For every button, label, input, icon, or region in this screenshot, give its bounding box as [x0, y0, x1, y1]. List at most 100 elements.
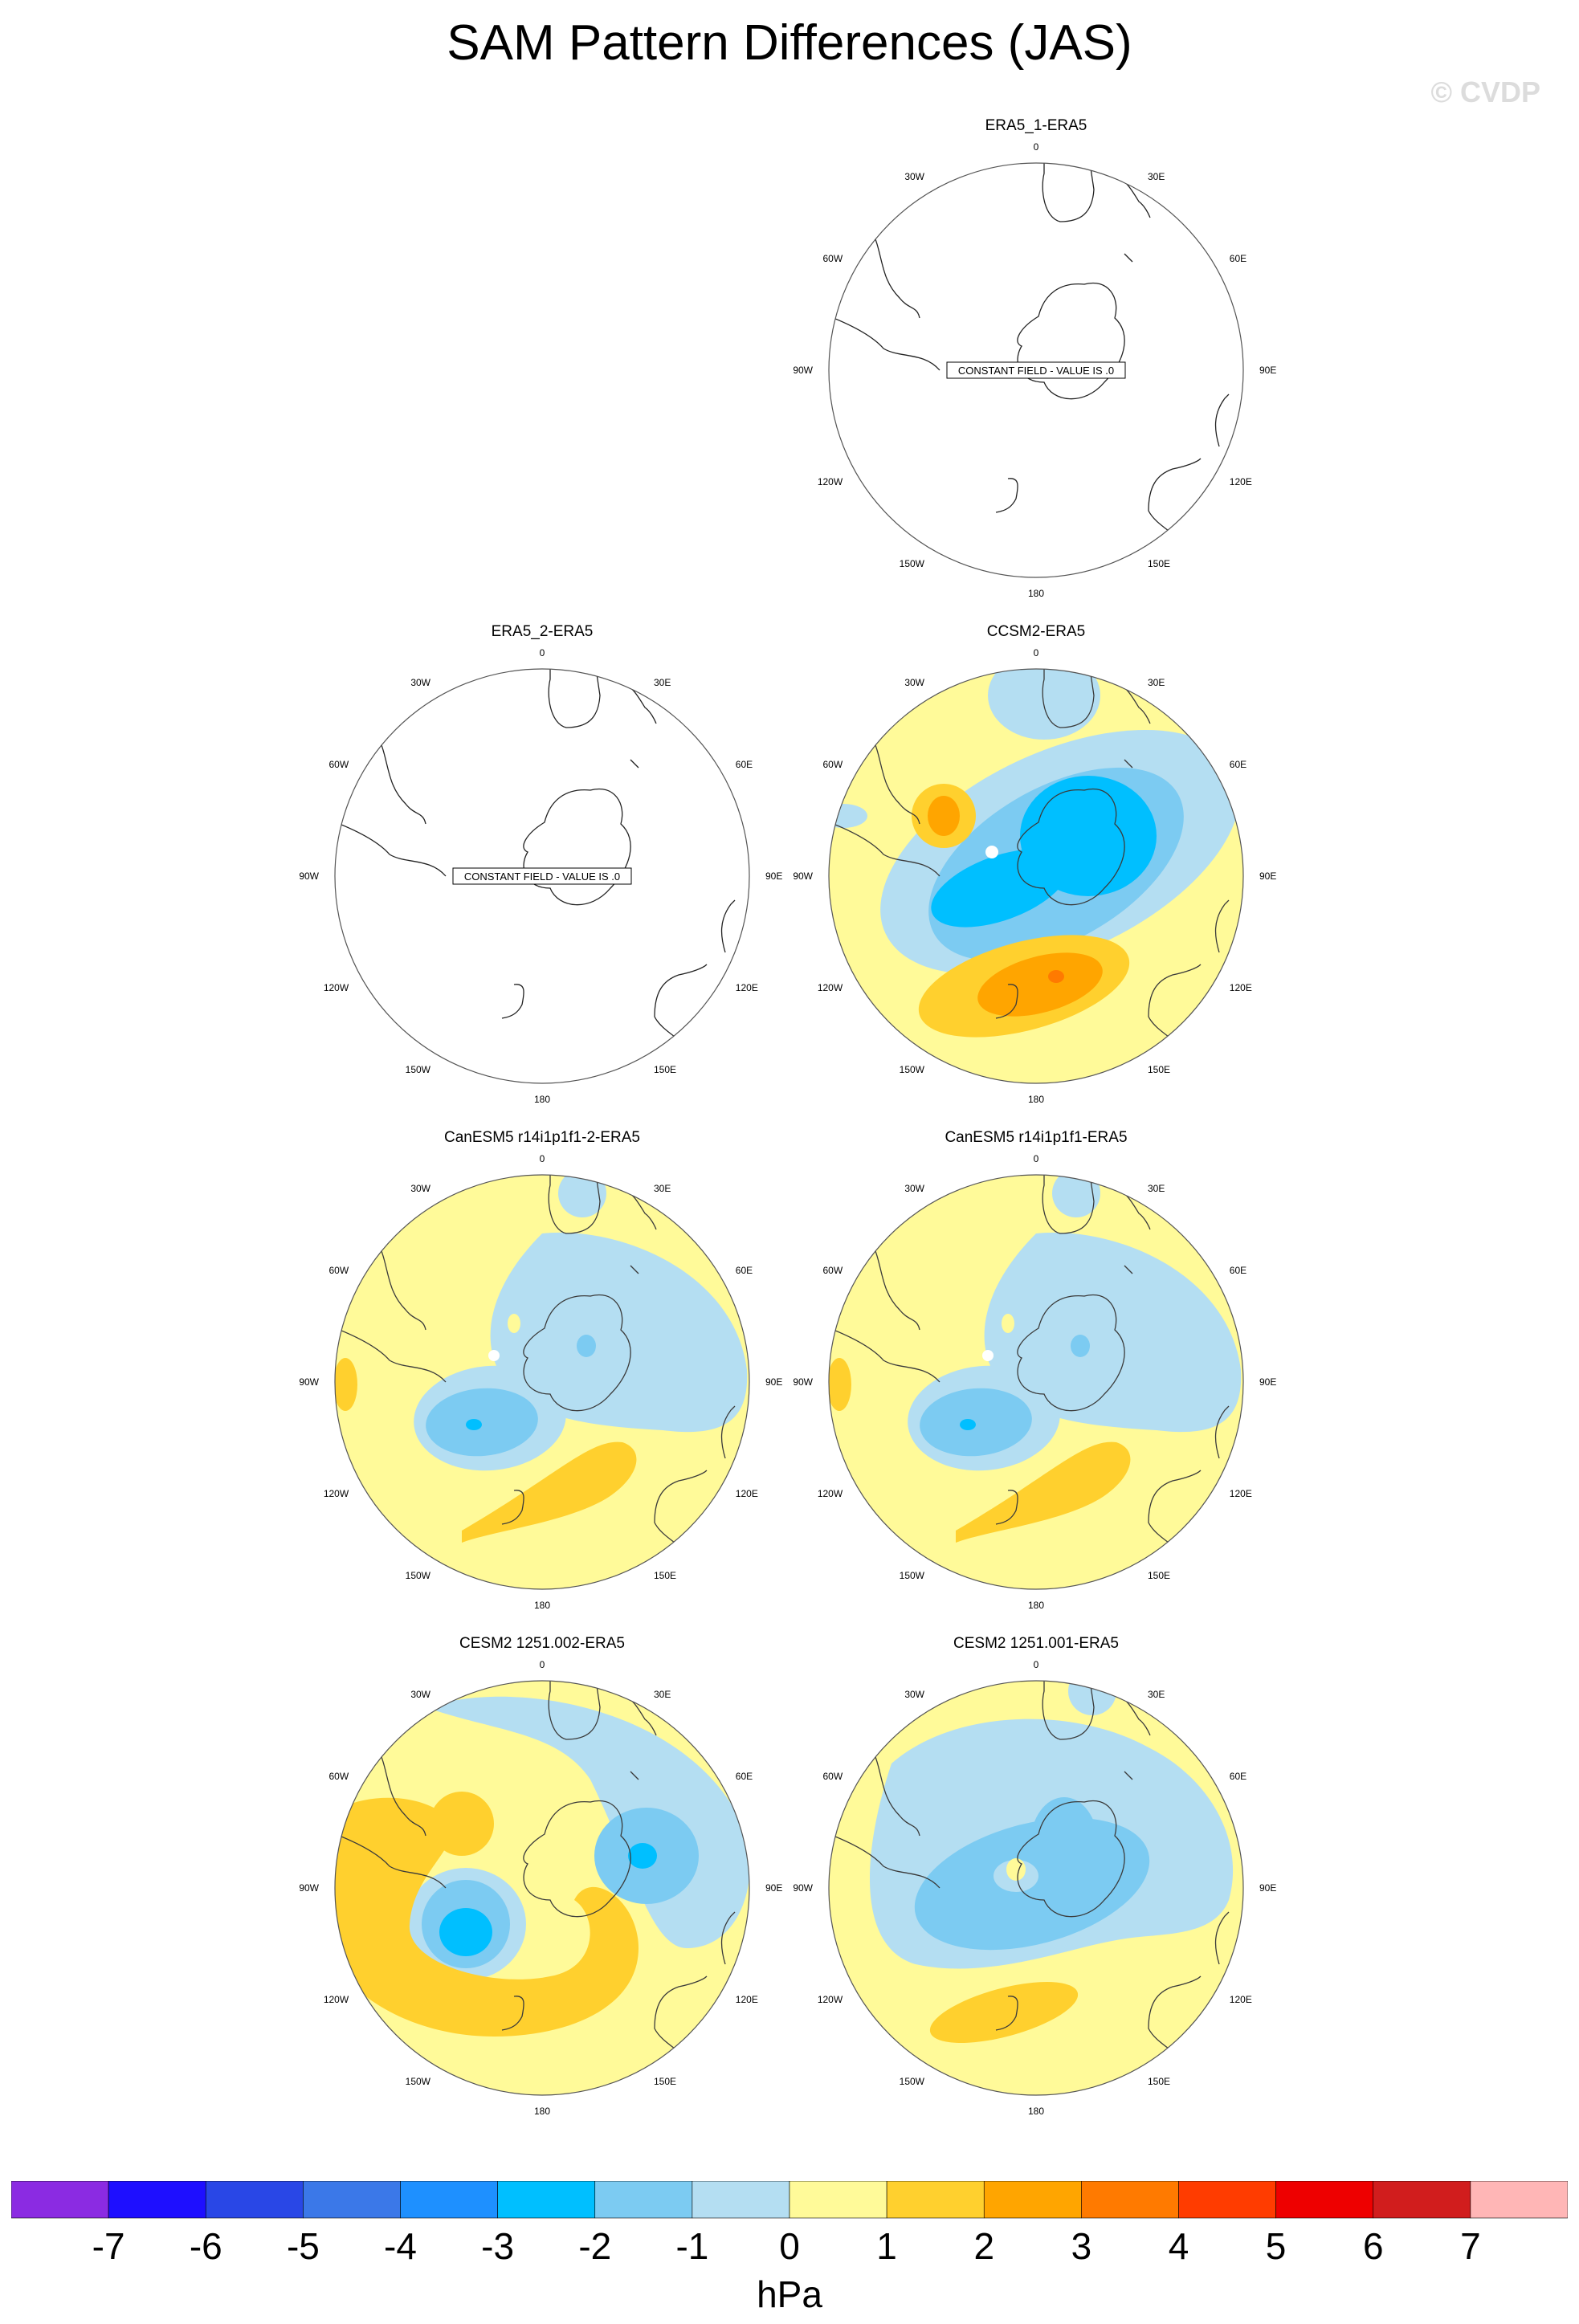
longitude-label: 120E	[1230, 1488, 1252, 1499]
longitude-label: 150W	[900, 558, 925, 569]
coastline	[501, 984, 524, 1019]
map-boundary	[334, 1174, 750, 1590]
negative-anomaly-region	[466, 1419, 482, 1430]
colorbar-swatch	[205, 2181, 304, 2219]
colorbar-tick-label: 4	[1168, 2225, 1189, 2267]
longitude-label: 90W	[793, 870, 813, 882]
colorbar-unit: hPa	[757, 2273, 822, 2315]
longitude-label: 30W	[410, 677, 430, 688]
coastline	[548, 669, 601, 728]
longitude-label: 150E	[1148, 2076, 1170, 2087]
map-boundary	[828, 162, 1244, 578]
anomaly-field	[829, 1681, 1243, 2095]
colorbar-tick-label: 1	[876, 2225, 897, 2267]
colorbar-swatch	[1470, 2181, 1568, 2219]
map-panel-cesm2-001: CESM2 1251.001-ERA5 0 30E 60E 90E 120E 150E 18…	[779, 1635, 1293, 2117]
panel-title: CanESM5 r14i1p1f1-2-ERA5	[444, 1129, 640, 1146]
anomaly-field	[829, 669, 1243, 1083]
coastline	[630, 759, 639, 769]
longitude-label: 0	[1034, 647, 1039, 658]
coastline	[1017, 282, 1125, 400]
colorbar-swatch	[1373, 2181, 1471, 2219]
coastline	[1042, 163, 1095, 222]
longitude-label: 120W	[818, 476, 843, 487]
polar-map: 0 30E 60E 90E 120E 150E 180 150W 120W 90W 60W 30W	[299, 1659, 782, 2117]
colorbar-swatch	[692, 2181, 790, 2219]
colorbar-swatch	[983, 2181, 1082, 2219]
longitude-label: 30W	[904, 171, 924, 182]
cvdp-watermark: © CVDP	[1430, 75, 1540, 108]
positive-anomaly-region	[1002, 1314, 1014, 1333]
longitude-label: 120W	[818, 1994, 843, 2005]
positive-anomaly-region	[956, 1441, 1131, 1543]
coastline	[720, 1911, 736, 1965]
coastline	[377, 735, 426, 825]
map-boundary	[828, 1680, 1244, 2096]
colorbar-swatch	[1275, 2181, 1374, 2219]
longitude-label: 60E	[1230, 253, 1246, 264]
constant-field-box	[452, 867, 632, 885]
longitude-label: 90W	[299, 1882, 319, 1894]
longitude-label: 30W	[904, 677, 924, 688]
longitude-label: 120E	[736, 982, 758, 993]
map-panel-cesm2-002: CESM2 1251.002-ERA5 0 30E 60E 90E 120E 150E 18…	[285, 1635, 799, 2117]
coastline	[995, 984, 1018, 1019]
colorbar-tick-label: 2	[973, 2225, 995, 2267]
positive-anomaly-region	[829, 1358, 851, 1411]
longitude-label: 90E	[765, 870, 782, 882]
longitude-label: 30E	[1148, 1183, 1165, 1194]
longitude-label: 60E	[736, 1771, 753, 1782]
map-panel-era5-1: ERA5_1-ERA5 0 30E 60E 90E 120E 150E 180 150W 120…	[779, 117, 1293, 599]
map-panel-canesm5-r14: CanESM5 r14i1p1f1-ERA5 0 30E 60E 90E 120E 150…	[779, 1129, 1293, 1611]
anomaly-field	[335, 1175, 749, 1589]
negative-anomaly-region	[1030, 1797, 1098, 1890]
negative-anomaly-region	[1068, 1681, 1116, 1715]
polar-map: 0 30E 60E 90E 120E 150E 180 150W 120W 90W 60W 30W	[793, 1659, 1276, 2117]
longitude-label: 150W	[900, 2076, 925, 2087]
longitude-label: 90E	[765, 1376, 782, 1388]
longitude-label: 30E	[654, 1689, 671, 1700]
longitude-label: 90E	[1259, 870, 1276, 882]
positive-anomaly-region	[335, 1797, 639, 2037]
longitude-label: 60W	[823, 253, 843, 264]
longitude-label: 120E	[1230, 982, 1252, 993]
longitude-label: 180	[1028, 1600, 1044, 1611]
coastline	[1017, 1294, 1125, 1412]
colorbar-swatch	[789, 2181, 887, 2219]
longitude-label: 150E	[1148, 1064, 1170, 1075]
coastline	[1214, 393, 1230, 447]
longitude-label: 120W	[324, 982, 349, 993]
coastline	[501, 1490, 524, 1525]
colorbar-tick-label: -3	[481, 2225, 515, 2267]
longitude-label: 150W	[406, 1570, 431, 1581]
coastline	[1124, 1265, 1133, 1274]
coastline	[720, 899, 736, 953]
panel-title: CESM2 1251.002-ERA5	[459, 1635, 625, 1652]
map-boundary	[334, 668, 750, 1084]
longitude-label: 0	[540, 1659, 545, 1670]
longitude-label: 120E	[1230, 476, 1252, 487]
negative-anomaly-region	[988, 669, 1100, 740]
negative-anomaly-region	[984, 1232, 1242, 1433]
coastline	[630, 1265, 639, 1274]
coastline	[995, 1490, 1018, 1525]
coastline	[1124, 1771, 1133, 1780]
panel-title: CESM2 1251.001-ERA5	[953, 1635, 1119, 1652]
longitude-label: 180	[1028, 1094, 1044, 1105]
coastline	[1124, 253, 1133, 263]
longitude-label: 150W	[406, 1064, 431, 1075]
map-boundary	[828, 668, 1244, 1084]
longitude-label: 0	[1034, 1153, 1039, 1164]
constant-field-label: CONSTANT FIELD - VALUE IS .0	[464, 870, 620, 883]
longitude-label: 90E	[765, 1882, 782, 1894]
longitude-label: 60W	[329, 1771, 349, 1782]
longitude-label: 30E	[1148, 1689, 1165, 1700]
colorbar-tick-label: 7	[1460, 2225, 1481, 2267]
longitude-label: 120W	[324, 1994, 349, 2005]
longitude-label: 120W	[818, 1488, 843, 1499]
colorbar-swatch	[1178, 2181, 1276, 2219]
coastline	[523, 1800, 631, 1918]
longitude-label: 150E	[1148, 1570, 1170, 1581]
colorbar-tick-label: 0	[779, 2225, 800, 2267]
coastline	[995, 478, 1018, 513]
